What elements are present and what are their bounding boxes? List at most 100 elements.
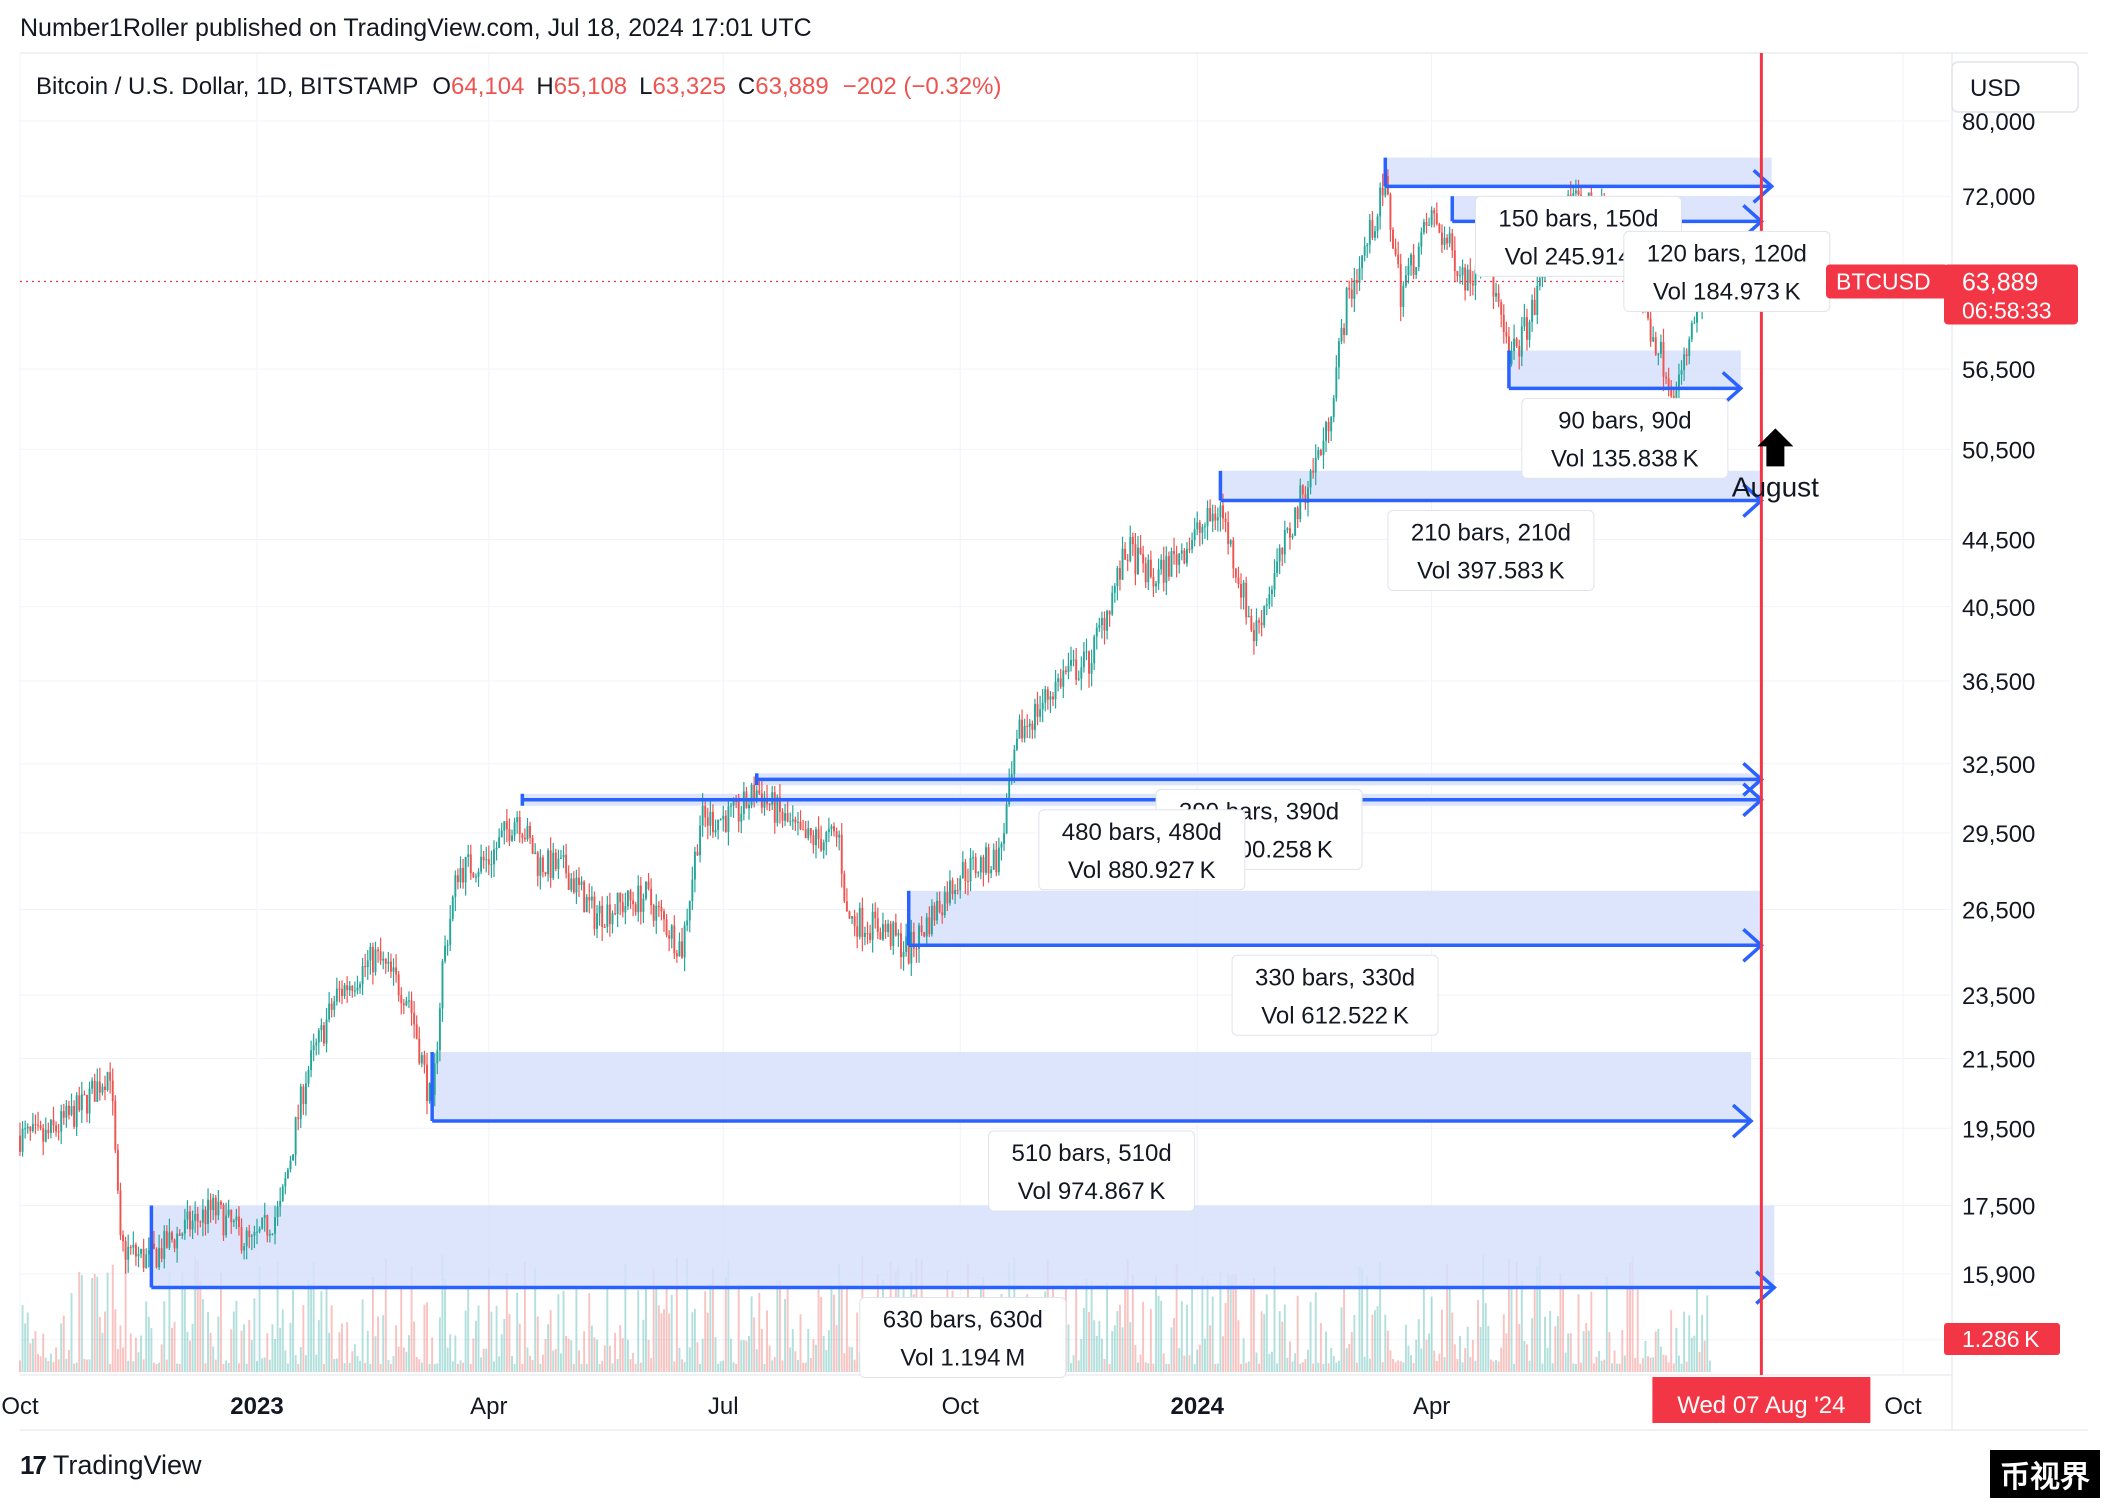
measure-bars-text: 90 bars, 90d: [1558, 407, 1691, 434]
volume-bar: [575, 1285, 578, 1372]
volume-bar: [1312, 1363, 1315, 1372]
volume-bar: [1319, 1323, 1322, 1372]
candle-body: [1337, 341, 1340, 368]
candle-body: [34, 1124, 37, 1126]
volume-bar: [364, 1362, 367, 1372]
tradingview-brand[interactable]: 17 TradingView: [20, 1450, 202, 1481]
candle-body: [1353, 280, 1356, 299]
volume-bar: [557, 1294, 560, 1372]
candle-body: [915, 948, 918, 950]
volume-bar: [1180, 1301, 1183, 1372]
volume-bar: [835, 1325, 838, 1372]
price-axis[interactable]: 80,000 72,000 56,500 50,500 44,500 40,500 36,5…: [1962, 109, 2035, 1355]
candle-body: [547, 850, 550, 875]
measure-fills: [151, 157, 1775, 1288]
candle-body: [1219, 505, 1222, 518]
candle-body: [1191, 540, 1194, 550]
volume-bar: [176, 1363, 179, 1372]
candle-body: [98, 1081, 101, 1093]
volume-bar: [428, 1363, 431, 1372]
candle-body: [1000, 843, 1003, 848]
candle-body: [1459, 275, 1461, 277]
volume-bar: [1307, 1349, 1309, 1372]
candle-body: [189, 1211, 191, 1230]
candle-body: [433, 1063, 436, 1095]
volume-bar: [1376, 1306, 1379, 1372]
volume-bar: [147, 1316, 150, 1372]
volume-bar: [1554, 1326, 1557, 1372]
candle-body: [1667, 378, 1670, 389]
candle-body: [1461, 267, 1464, 276]
volume-bar: [686, 1257, 689, 1372]
volume-bar: [1165, 1363, 1168, 1372]
candle-body: [1577, 190, 1580, 195]
volume-bar: [1451, 1312, 1454, 1372]
candle-body: [163, 1231, 166, 1259]
candle-body: [83, 1094, 86, 1096]
volume-bar: [1587, 1330, 1590, 1372]
candle-body: [1013, 749, 1016, 774]
volume-bar: [1435, 1360, 1438, 1372]
candle-body: [155, 1248, 158, 1268]
candle-body: [212, 1197, 215, 1211]
volume-bar: [1325, 1331, 1327, 1372]
volume-bar: [436, 1363, 439, 1372]
volume-bar: [523, 1261, 526, 1372]
candle-body: [817, 829, 820, 840]
candle-body: [274, 1217, 276, 1234]
volume-bar: [1425, 1339, 1428, 1372]
volume-bar: [469, 1364, 472, 1372]
candle-body: [1317, 449, 1320, 458]
candle-body: [1222, 505, 1224, 519]
candle-body: [482, 856, 485, 861]
volume-bar: [529, 1355, 532, 1372]
candle-body: [1374, 231, 1376, 238]
volume-bar: [1412, 1363, 1415, 1372]
volume-bar: [1459, 1335, 1461, 1372]
volume-bar: [482, 1348, 485, 1372]
candle-body: [1654, 337, 1657, 355]
candle-body: [892, 922, 895, 946]
candle-body: [245, 1230, 248, 1247]
volume-bar: [1525, 1344, 1528, 1372]
candle-body: [91, 1080, 94, 1089]
volume-bar: [1652, 1357, 1655, 1372]
currency-button[interactable]: USD: [1951, 61, 2079, 113]
candle-body: [794, 819, 797, 823]
candle-body: [325, 1019, 328, 1044]
candle-body: [420, 1055, 423, 1064]
candle-body: [1033, 703, 1036, 730]
measure-label: 630 bars, 630d Vol 1.194 M: [859, 1297, 1067, 1379]
volume-bar: [101, 1332, 104, 1372]
volume-bar: [1358, 1266, 1361, 1372]
candle-body: [194, 1213, 197, 1221]
measure-lines[interactable]: [149, 157, 1777, 1305]
candle-body: [843, 873, 846, 902]
candle-body: [219, 1201, 222, 1205]
august-annotation[interactable]: August: [1732, 428, 1819, 502]
candle-body: [1502, 314, 1505, 333]
candle-body: [1443, 237, 1446, 245]
volume-bar: [1605, 1276, 1608, 1372]
candle-body: [57, 1131, 60, 1133]
candle-body: [711, 811, 714, 833]
candle-body: [116, 1149, 119, 1191]
candle-body: [1059, 678, 1062, 687]
candle-body: [137, 1253, 140, 1257]
candle-body: [232, 1220, 235, 1223]
candle-body: [1451, 233, 1454, 251]
volume-bar: [245, 1363, 248, 1372]
time-axis[interactable]: Oct 2023 Apr Jul Oct 2024 Apr Oct: [1, 1393, 1922, 1420]
crosshair-date-label: Wed 07 Aug '24: [1677, 1392, 1845, 1419]
volume-bar: [467, 1288, 470, 1372]
candle-body: [1062, 670, 1065, 687]
volume-bar: [230, 1329, 233, 1372]
volume-bar: [1551, 1363, 1554, 1372]
candle-body: [60, 1111, 63, 1132]
candle-body: [822, 842, 825, 851]
volume-bar: [1386, 1330, 1389, 1372]
volume-bar: [361, 1299, 364, 1372]
volume-bar: [1129, 1322, 1132, 1372]
